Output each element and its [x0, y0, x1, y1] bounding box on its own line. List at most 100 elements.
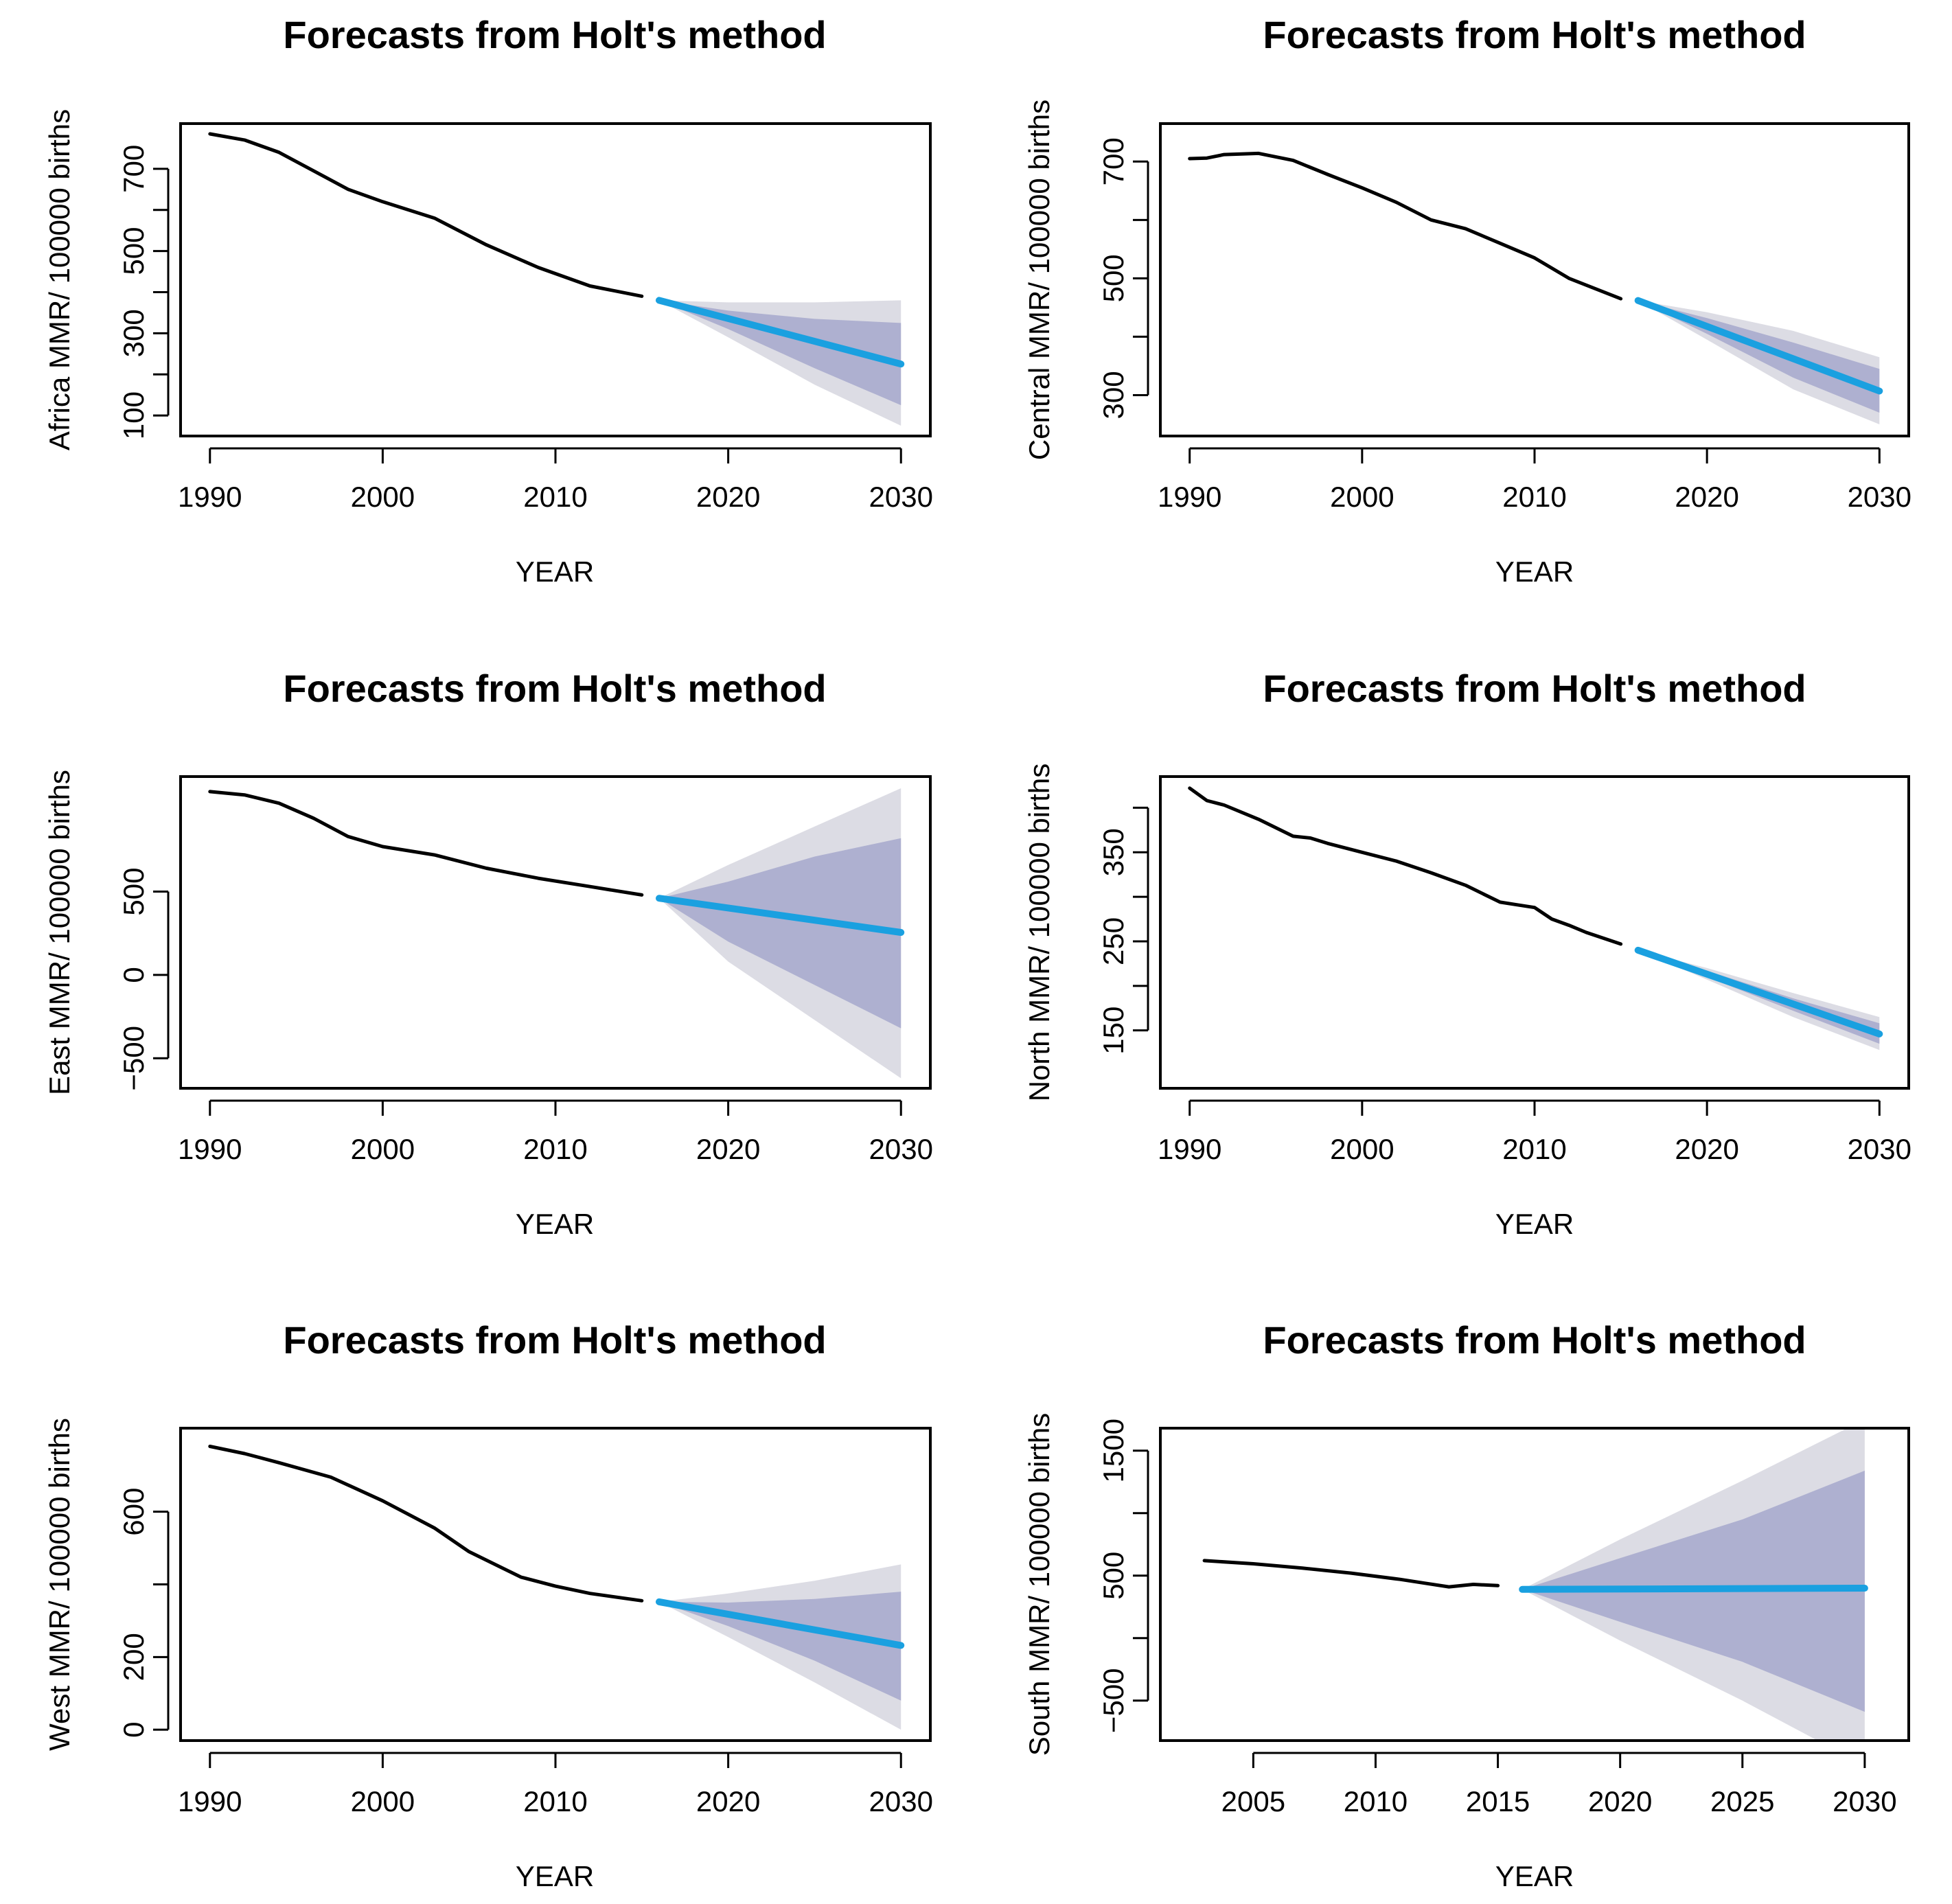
chart-panel-5: 1990 2000 2010 2020 2030 0 200 600 Forecasts fro… — [43, 1318, 933, 1892]
y-tick-label: 500 — [117, 867, 150, 915]
x-tick-label: 2020 — [696, 1785, 760, 1817]
plot-frame — [179, 122, 932, 437]
x-tick-label: 2000 — [351, 481, 415, 513]
forecast-line — [656, 895, 905, 936]
y-tick-label: 300 — [117, 309, 150, 357]
forecast-line — [656, 1598, 905, 1649]
y-tick-label: 1500 — [1097, 1419, 1129, 1482]
plot-area — [1202, 1428, 1868, 1741]
x-tick-label: 2030 — [869, 1785, 933, 1817]
y-tick-label: 700 — [1097, 137, 1129, 185]
y-axis-label: West MMR/ 100000 births — [43, 1418, 76, 1751]
x-axis-label: YEAR — [516, 1208, 594, 1240]
plot-frame — [1159, 122, 1910, 437]
y-tick-label: 500 — [1097, 1552, 1129, 1600]
x-tick-label: 2000 — [351, 1133, 415, 1165]
history-line — [208, 132, 644, 298]
band-80-interval — [659, 838, 902, 1029]
y-tick-label: 500 — [117, 227, 150, 275]
plot-area — [1188, 786, 1883, 1051]
x-tick-label: 2030 — [1848, 1133, 1911, 1165]
x-axis-label: YEAR — [1495, 555, 1574, 588]
x-tick-label: 2010 — [523, 1785, 587, 1817]
x-tick-label: 2010 — [1344, 1785, 1408, 1817]
x-axis: 1990 2000 2010 2020 2030 — [1158, 1099, 1911, 1165]
y-tick-label: 100 — [117, 391, 150, 439]
history-line — [208, 1445, 644, 1603]
y-axis: 300 500 700 — [1097, 137, 1149, 420]
history-line — [1188, 786, 1623, 946]
y-tick-label: 150 — [1097, 1007, 1129, 1055]
x-tick-label: 2030 — [869, 1133, 933, 1165]
band-95-interval — [1638, 300, 1880, 424]
x-tick-label: 2020 — [696, 1133, 760, 1165]
x-tick-label: 2000 — [351, 1785, 415, 1817]
x-tick-label: 2015 — [1466, 1785, 1530, 1817]
y-axis-label: South MMR/ 100000 births — [1023, 1413, 1055, 1756]
y-tick-label: −500 — [1097, 1668, 1129, 1733]
y-tick-label: 600 — [117, 1488, 150, 1536]
y-tick-label: 0 — [117, 967, 150, 983]
chart-panel-6: 2005 2010 2015 2020 2025 2030 −500 500 1500 Forec… — [1023, 1318, 1910, 1892]
chart-panel-1: 1990 2000 2010 2020 2030 100 300 500 700 Forecast… — [43, 13, 933, 588]
band-80-interval — [659, 300, 902, 406]
x-tick-label: 1990 — [178, 1785, 242, 1817]
band-80-interval — [659, 1592, 902, 1701]
y-axis: −500 500 1500 — [1097, 1419, 1149, 1733]
y-tick-label: 250 — [1097, 917, 1129, 965]
chart-title: Forecasts from Holt's method — [1263, 1318, 1806, 1362]
x-tick-label: 2010 — [523, 481, 587, 513]
x-tick-label: 2020 — [696, 481, 760, 513]
plot-area — [208, 788, 905, 1079]
x-tick-label: 2020 — [1675, 1133, 1738, 1165]
x-tick-label: 2020 — [1675, 481, 1738, 513]
y-axis: 100 300 500 700 — [117, 145, 170, 439]
chart-panel-2: 1990 2000 2010 2020 2030 300 500 700 Forecasts f… — [1023, 13, 1911, 588]
chart-title: Forecasts from Holt's method — [283, 13, 826, 56]
chart-panel-4: 1990 2000 2010 2020 2030 150 250 350 Forecasts f… — [1023, 667, 1911, 1240]
plot-area — [1188, 151, 1883, 424]
plot-frame — [179, 775, 932, 1090]
chart-title: Forecasts from Holt's method — [283, 667, 826, 710]
x-axis: 1990 2000 2010 2020 2030 — [178, 1752, 933, 1817]
y-tick-label: −500 — [117, 1026, 150, 1091]
history-line — [1202, 1559, 1500, 1589]
x-tick-label: 1990 — [178, 1133, 242, 1165]
x-tick-label: 1990 — [1158, 1133, 1221, 1165]
x-tick-label: 2005 — [1221, 1785, 1285, 1817]
y-tick-label: 300 — [1097, 371, 1129, 419]
plot-area — [208, 1445, 905, 1730]
y-tick-label: 700 — [117, 145, 150, 193]
plot-area — [208, 132, 905, 426]
band-95-interval — [1638, 950, 1880, 1051]
x-tick-label: 2000 — [1330, 481, 1394, 513]
x-axis: 1990 2000 2010 2020 2030 — [178, 447, 933, 513]
x-tick-label: 2020 — [1588, 1785, 1652, 1817]
y-axis-label: Africa MMR/ 100000 births — [43, 109, 76, 450]
x-axis-label: YEAR — [516, 555, 594, 588]
x-tick-label: 1990 — [178, 481, 242, 513]
y-tick-label: 500 — [1097, 254, 1129, 302]
x-tick-label: 1990 — [1158, 481, 1221, 513]
y-axis-label: North MMR/ 100000 births — [1023, 764, 1055, 1102]
forecast-line — [1519, 1585, 1868, 1593]
y-axis-label: Central MMR/ 100000 births — [1023, 100, 1055, 460]
chart-title: Forecasts from Holt's method — [283, 1318, 826, 1362]
x-axis-label: YEAR — [1495, 1860, 1574, 1892]
y-axis: 0 200 600 — [117, 1488, 170, 1738]
x-tick-label: 2010 — [523, 1133, 587, 1165]
x-tick-label: 2000 — [1330, 1133, 1394, 1165]
forecast-line — [656, 297, 905, 368]
y-axis: −500 0 500 — [117, 867, 170, 1091]
y-tick-label: 200 — [117, 1633, 150, 1681]
chart-title: Forecasts from Holt's method — [1263, 13, 1806, 56]
plot-frame — [179, 1427, 932, 1742]
plot-frame — [1159, 1427, 1910, 1742]
x-tick-label: 2010 — [1502, 1133, 1566, 1165]
forecast-line — [1634, 946, 1883, 1037]
x-tick-label: 2030 — [1848, 481, 1911, 513]
x-axis: 1990 2000 2010 2020 2030 — [178, 1099, 933, 1165]
x-tick-label: 2030 — [1833, 1785, 1896, 1817]
chart-panel-3: 1990 2000 2010 2020 2030 −500 0 500 Forecasts fr… — [43, 667, 933, 1240]
